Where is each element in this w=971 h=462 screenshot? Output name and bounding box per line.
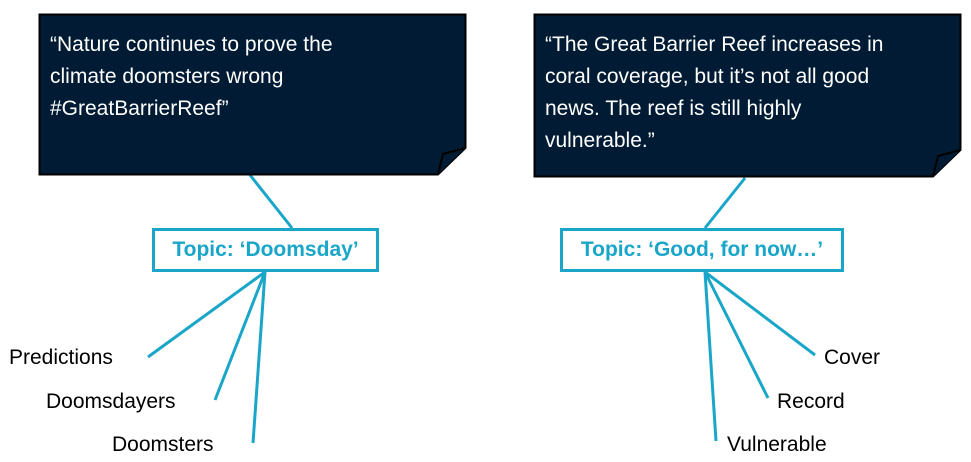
word-vulnerable: Vulnerable — [727, 433, 827, 456]
connector-doomsters — [251, 271, 267, 444]
connector-left-note — [248, 174, 294, 229]
connector-cover — [704, 270, 816, 357]
right-quote-text: “The Great Barrier Reef increases in cor… — [545, 33, 884, 152]
connector-record — [703, 271, 770, 399]
word-predictions: Predictions — [9, 346, 113, 369]
word-record: Record — [777, 390, 845, 413]
topic-doomsday: Topic: ‘Doomsday’ — [152, 228, 379, 272]
note-shape — [533, 13, 962, 178]
word-cover: Cover — [824, 346, 881, 369]
connector-vulnerable — [703, 271, 718, 442]
word-doomsdayers: Doomsdayers — [46, 390, 176, 413]
connector-right-note — [703, 177, 747, 229]
note-shape — [38, 13, 467, 176]
left-quote-note: “Nature continues to prove the climate d… — [38, 13, 467, 176]
connector-predictions — [147, 270, 266, 359]
connector-doomsdayers — [213, 271, 267, 401]
right-quote-note: “The Great Barrier Reef increases in cor… — [533, 13, 962, 178]
word-doomsters: Doomsters — [112, 433, 214, 456]
topic-good-for-now: Topic: ‘Good, for now…’ — [560, 228, 844, 272]
left-quote-text: “Nature continues to prove the climate d… — [50, 33, 333, 120]
